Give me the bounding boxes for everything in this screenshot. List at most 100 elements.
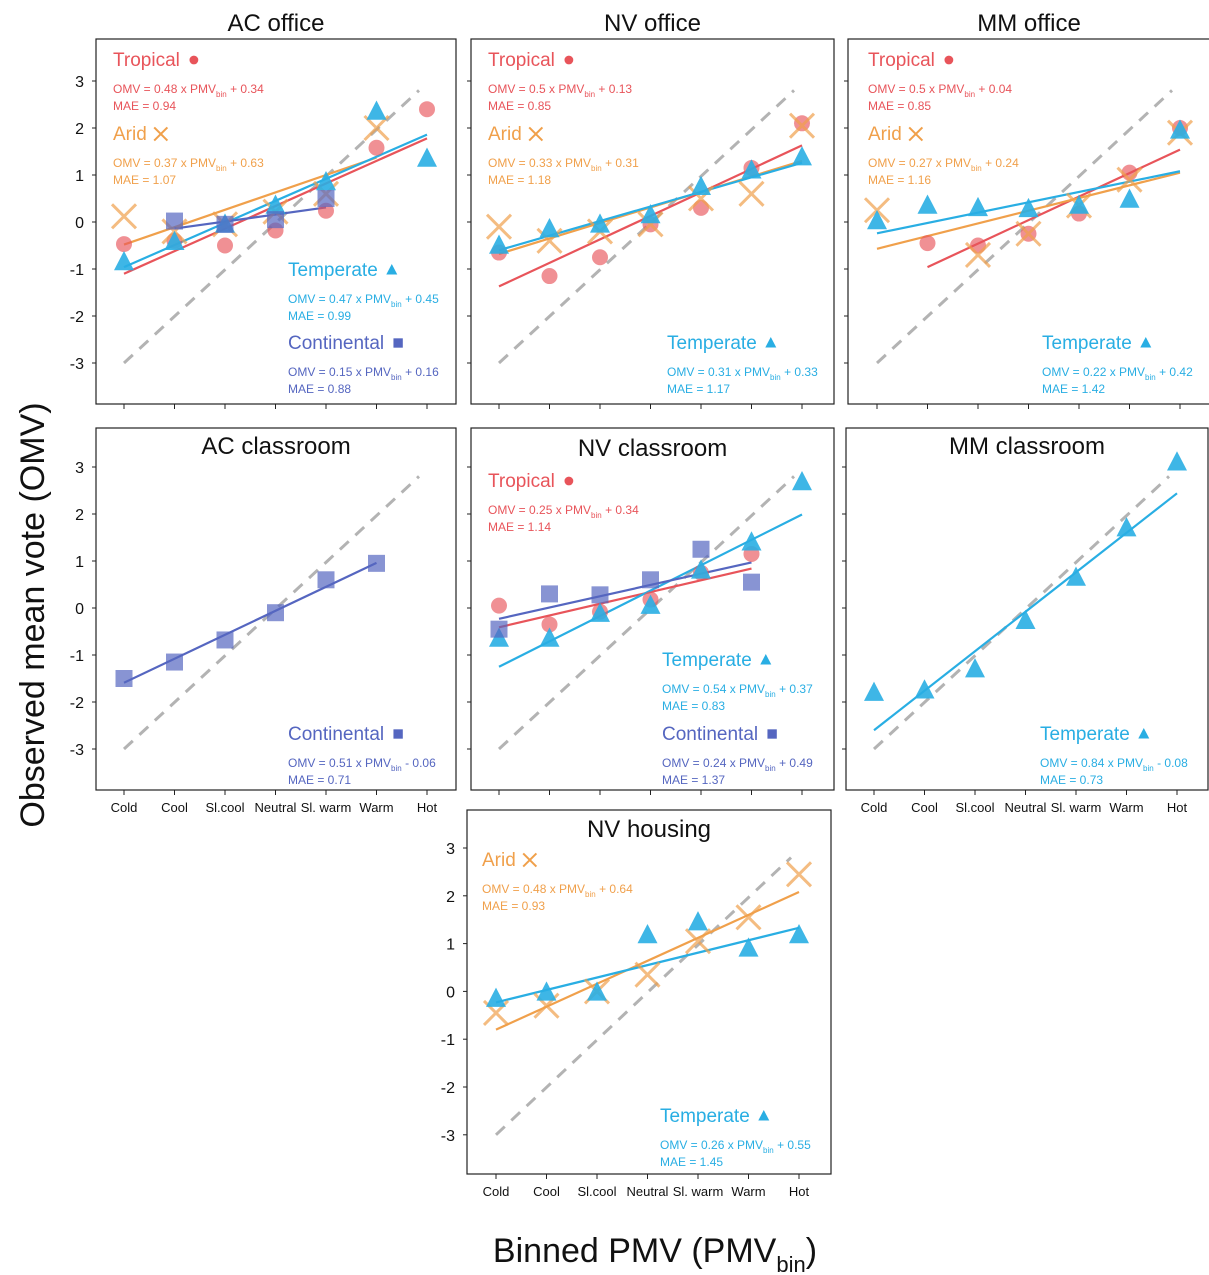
mm-classroom-temperate-point	[1015, 609, 1036, 629]
ac-classroom-ytick-label: -1	[70, 648, 84, 665]
legend-series-name: Temperate	[660, 1106, 750, 1127]
ac-classroom-continental-point	[368, 554, 385, 572]
nv-housing-title: NV housing	[587, 816, 711, 843]
legend-mae: MAE = 1.14	[488, 520, 551, 534]
mm-classroom-xtick-label: Sl. warm	[1051, 800, 1102, 815]
x-axis-title: Binned PMV (PMVbin)	[493, 1232, 817, 1275]
nv-office-arid-point	[738, 180, 765, 207]
legend-marker-temperate	[1138, 727, 1150, 739]
nv-classroom-temperate-point	[590, 602, 610, 622]
nv-office-tropical-point	[541, 268, 558, 285]
nv-housing-temperate-point	[486, 987, 506, 1007]
nv-housing-xtick-label: Hot	[789, 1184, 810, 1199]
nv-classroom-continental-point	[743, 573, 760, 591]
mm-office-temperate-point	[1069, 194, 1089, 214]
nv-office-temperate-point	[741, 159, 762, 179]
mm-office-title: MM office	[977, 10, 1081, 37]
legend-marker-continental	[393, 338, 403, 348]
ac-classroom-continental-point	[267, 604, 284, 622]
ac-office-arid-point	[363, 114, 390, 142]
nv-classroom-continental-point	[692, 540, 710, 558]
y-axis-title: Observed mean vote (OMV)	[14, 402, 52, 827]
legend-mae: MAE = 1.18	[488, 173, 551, 187]
mm-office-reference-line	[875, 89, 1174, 365]
nv-housing-reference-line	[494, 856, 793, 1136]
legend-mae: MAE = 1.45	[660, 1155, 723, 1169]
legend-mae: MAE = 0.73	[1040, 773, 1103, 787]
legend-equation: OMV = 0.5 x PMVbin + 0.13	[488, 82, 632, 99]
legend-equation: OMV = 0.26 x PMVbin + 0.55	[660, 1138, 811, 1155]
ac-classroom-xtick-label: Neutral	[255, 800, 297, 815]
legend-equation: OMV = 0.84 x PMVbin - 0.08	[1040, 756, 1188, 773]
legend-equation: OMV = 0.47 x PMVbin + 0.45	[288, 292, 439, 309]
legend-series-name: Arid	[113, 124, 147, 145]
ac-classroom-xtick-label: Cool	[161, 800, 188, 815]
nv-office-arid-point	[637, 211, 664, 238]
nv-housing-frame	[466, 809, 832, 1175]
mm-office-temperate-point	[968, 196, 988, 217]
ac-classroom-continental-point	[115, 670, 133, 687]
panel-mm-office: MM office Tropical OMV = 0.5 x PMVbin + 0.…	[844, 10, 1209, 409]
ac-classroom-xtick-label: Sl. warm	[301, 800, 352, 815]
x-axis-title-close: )	[806, 1232, 817, 1270]
legend-series-name: Arid	[488, 124, 522, 145]
ac-office-temperate-point	[114, 250, 134, 271]
ac-classroom-continental-point	[166, 653, 183, 671]
nv-classroom-tropical-point	[541, 616, 558, 633]
nv-classroom-temperate-point	[691, 559, 711, 579]
nv-housing-temperate-point	[738, 937, 759, 957]
nv-classroom-temperate-point	[741, 531, 762, 551]
legend-series-name: Continental	[288, 333, 384, 354]
ac-classroom-continental-point	[317, 571, 335, 589]
legend-series-name: Tropical	[488, 471, 555, 492]
ac-office-ytick-label: 2	[75, 121, 84, 138]
nv-classroom-frame	[470, 427, 835, 791]
nv-housing-ytick-label: 0	[446, 984, 455, 1001]
mm-classroom-xtick-label: Sl.cool	[955, 800, 994, 815]
mm-classroom-xtick-label: Hot	[1167, 800, 1188, 815]
nv-office-arid-point	[485, 213, 513, 240]
legend-equation: OMV = 0.33 x PMVbin + 0.31	[488, 156, 639, 173]
legend-marker-temperate	[760, 653, 772, 665]
ac-office-continental-point	[317, 190, 335, 207]
ac-office-temperate-point	[417, 147, 437, 167]
nv-office-temperate-point	[640, 203, 661, 224]
ac-office-temperate-point	[164, 230, 185, 250]
legend-mae: MAE = 0.83	[662, 699, 725, 713]
nv-office-arid-point	[536, 227, 563, 254]
nv-classroom-tropical-point	[491, 597, 507, 614]
ac-office-continental-point	[166, 212, 183, 230]
legend-equation: OMV = 0.27 x PMVbin + 0.24	[868, 156, 1019, 173]
ac-classroom-xtick-label: Warm	[359, 800, 393, 815]
nv-office-arid-point	[687, 185, 715, 212]
nv-office-temperate-point	[539, 218, 560, 238]
ac-classroom-xtick-label: Cold	[111, 800, 138, 815]
nv-housing-xtick-label: Sl. warm	[673, 1184, 724, 1199]
panel-nv-office: NV office Tropical OMV = 0.5 x PMVbin + 0.…	[467, 10, 835, 409]
nv-office-temperate-point	[489, 234, 509, 254]
legend-series-name: Temperate	[1042, 333, 1132, 354]
ac-office-ytick-label: 1	[75, 168, 84, 185]
legend-marker-tropical	[189, 55, 199, 65]
legend-mae: MAE = 0.85	[488, 99, 551, 113]
ac-classroom-ytick-label: -2	[70, 695, 84, 712]
nv-office-temperate-point	[590, 213, 610, 233]
mm-office-temperate-point	[1018, 197, 1039, 218]
nv-housing-ytick-label: 2	[446, 889, 455, 906]
legend-marker-tropical	[564, 55, 574, 65]
nv-housing-temperate-point	[637, 923, 658, 944]
ac-office-continental-point	[216, 215, 234, 233]
ac-office-ytick-label: -1	[70, 262, 84, 279]
nv-classroom-title: NV classroom	[578, 435, 727, 462]
x-axis-title-main: Binned PMV (PMV	[493, 1232, 777, 1270]
mm-office-temperate-point	[1119, 188, 1140, 208]
legend-series-name: Continental	[662, 724, 758, 745]
nv-classroom-tropical-fit-line	[498, 567, 752, 629]
ac-office-continental-fit-line	[174, 206, 327, 230]
nv-classroom-legend-continental: Continental OMV = 0.24 x PMVbin + 0.49MAE…	[662, 724, 813, 787]
ac-office-ytick-label: 0	[75, 215, 84, 232]
nv-housing-xtick-label: Warm	[731, 1184, 765, 1199]
